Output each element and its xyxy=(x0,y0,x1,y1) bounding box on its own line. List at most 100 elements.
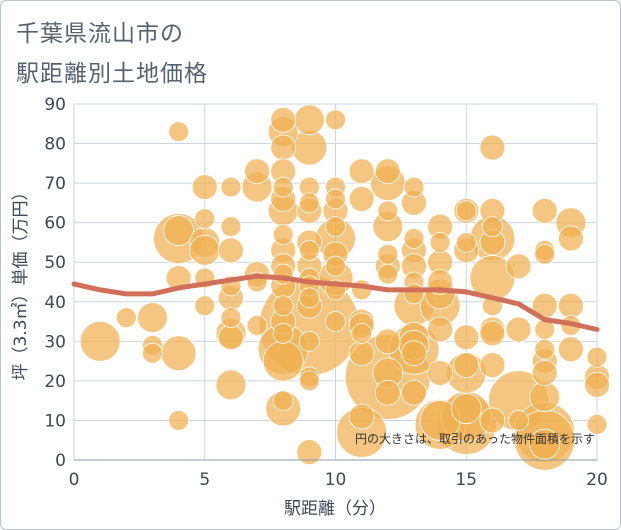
data-bubble xyxy=(455,232,477,253)
data-bubble xyxy=(450,393,482,424)
data-bubble xyxy=(298,330,320,352)
data-bubble xyxy=(142,342,163,364)
data-bubble xyxy=(401,340,427,367)
y-tick-label: 50 xyxy=(44,253,66,273)
data-bubble xyxy=(325,216,346,238)
data-bubble xyxy=(298,239,320,261)
y-tick-label: 80 xyxy=(44,135,66,155)
y-tick-label: 20 xyxy=(44,372,66,392)
y-tick-label: 90 xyxy=(44,95,66,115)
x-tick-label: 10 xyxy=(325,470,347,490)
data-bubble xyxy=(479,352,506,378)
data-bubble xyxy=(325,311,346,332)
data-bubble xyxy=(220,216,242,238)
data-bubble xyxy=(481,216,503,238)
data-bubble xyxy=(505,316,532,343)
data-bubble xyxy=(137,302,168,334)
data-bubble xyxy=(348,340,375,367)
data-bubble xyxy=(325,188,346,210)
data-bubble xyxy=(115,307,137,329)
data-bubble xyxy=(220,176,242,198)
data-bubble xyxy=(401,379,427,406)
data-bubble xyxy=(189,234,221,266)
data-bubble xyxy=(427,360,454,386)
data-bubble xyxy=(293,104,325,136)
data-bubble xyxy=(586,346,608,368)
data-bubble xyxy=(217,324,244,351)
data-bubble xyxy=(377,243,399,265)
data-bubble xyxy=(584,371,610,398)
chart-title-line2: 駅距離別土地価格 xyxy=(16,61,208,87)
data-bubble xyxy=(272,323,294,344)
x-axis-title: 駅距離（分） xyxy=(284,499,386,519)
data-bubble xyxy=(272,390,294,412)
data-bubble xyxy=(220,307,242,329)
bubble-layer xyxy=(79,104,610,471)
data-bubble xyxy=(403,283,425,305)
data-bubble xyxy=(194,208,216,230)
data-bubble xyxy=(374,379,401,406)
data-bubble xyxy=(455,200,477,222)
data-bubble xyxy=(165,265,192,291)
data-bubble xyxy=(427,316,454,343)
data-bubble xyxy=(194,295,216,317)
data-bubble xyxy=(403,176,425,198)
data-bubble xyxy=(377,200,399,222)
data-bubble xyxy=(348,158,375,185)
data-bubble xyxy=(163,215,195,246)
data-bubble xyxy=(529,428,561,460)
data-bubble xyxy=(453,324,480,351)
data-bubble xyxy=(531,197,558,224)
y-tick-label: 0 xyxy=(55,451,66,471)
data-bubble xyxy=(429,232,451,253)
data-bubble xyxy=(79,320,121,362)
data-bubble xyxy=(479,407,506,434)
data-bubble xyxy=(479,134,506,161)
data-bubble xyxy=(246,315,268,336)
data-bubble xyxy=(557,225,584,252)
chart-title-line1: 千葉県流山市の xyxy=(16,21,184,47)
data-bubble xyxy=(262,340,304,382)
data-bubble xyxy=(479,320,506,347)
data-bubble xyxy=(374,158,401,185)
trend-layer xyxy=(71,273,600,332)
data-bubble xyxy=(557,336,584,363)
data-bubble xyxy=(298,370,320,392)
x-tick-label: 5 xyxy=(199,470,210,490)
data-bubble xyxy=(348,186,375,212)
y-tick-label: 70 xyxy=(44,174,66,194)
trend-line xyxy=(71,273,600,332)
x-tick-label: 0 xyxy=(69,470,80,490)
data-bubble xyxy=(244,158,270,185)
data-bubble xyxy=(168,410,190,431)
data-bubble xyxy=(534,243,556,265)
data-bubble xyxy=(453,352,480,378)
data-bubble xyxy=(270,106,297,133)
data-bubble xyxy=(374,328,401,355)
data-bubble xyxy=(377,263,399,285)
data-bubble xyxy=(296,439,323,465)
axis-layer: 0 10 20 30 40 50 60 70 80 90 0 5 10 15 20 xyxy=(44,95,607,490)
data-bubble xyxy=(529,381,561,413)
data-bubble xyxy=(351,323,373,344)
data-bubble xyxy=(586,413,608,435)
data-bubble xyxy=(505,253,532,280)
data-bubble xyxy=(217,237,244,264)
x-tick-label: 20 xyxy=(586,470,608,490)
data-bubble xyxy=(298,287,320,309)
y-tick-label: 60 xyxy=(44,214,66,234)
data-bubble xyxy=(325,109,346,131)
data-bubble xyxy=(557,292,584,319)
data-bubble xyxy=(160,335,197,372)
y-tick-label: 10 xyxy=(44,411,66,431)
data-bubble xyxy=(272,295,294,317)
data-bubble xyxy=(534,338,556,360)
data-bubble xyxy=(531,360,558,386)
y-tick-label: 30 xyxy=(44,332,66,352)
data-bubble xyxy=(191,174,218,200)
data-bubble xyxy=(351,279,373,301)
size-note: 円の大きさは、取引のあった物件面積を示す xyxy=(355,431,595,446)
y-tick-label: 40 xyxy=(44,293,66,313)
data-bubble xyxy=(508,410,529,431)
